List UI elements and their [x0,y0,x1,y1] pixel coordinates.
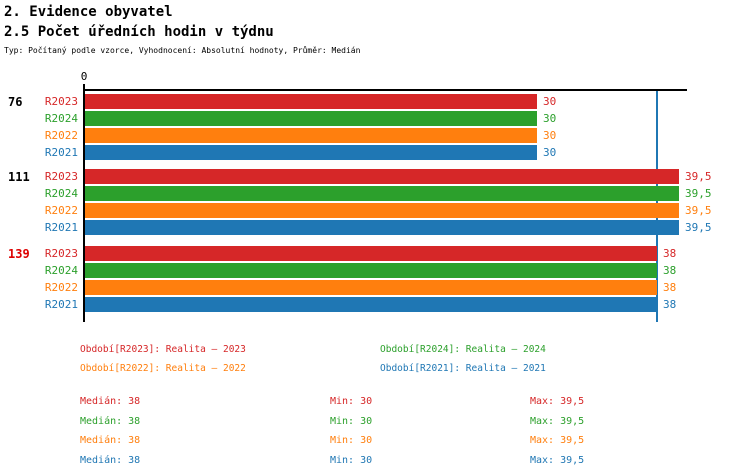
legend-item-r2021: Období[R2021]: Realita – 2021 [380,363,546,374]
bar [85,280,657,295]
bar-value-label: 30 [543,112,557,125]
stat-min: Min: 30 [330,455,373,466]
legend-item-r2022: Období[R2022]: Realita – 2022 [80,363,246,374]
stat-min: Min: 30 [330,396,373,407]
bar-series-label: R2023 [44,247,78,260]
bar-series-label: R2023 [44,95,78,108]
stat-median: Medián: 38 [80,396,141,407]
bar [85,246,657,261]
bar [85,111,537,126]
bar-value-label: 39,5 [685,187,712,200]
stat-max: Max: 39,5 [530,435,585,446]
bar-value-label: 39,5 [685,221,712,234]
group-label: 139 [8,247,30,261]
bar-series-label: R2024 [44,112,78,125]
bar [85,145,537,160]
bar-series-label: R2021 [44,146,78,159]
bar-value-label: 38 [663,281,677,294]
bar-value-label: 39,5 [685,204,712,217]
stat-median: Medián: 38 [80,455,141,466]
bar-value-label: 30 [543,95,557,108]
stat-median: Medián: 38 [80,435,141,446]
bar-series-label: R2022 [44,204,78,217]
report-section-title: 2. Evidence obyvatel [4,4,173,20]
bar-value-label: 38 [663,298,677,311]
stat-min: Min: 30 [330,435,373,446]
bar [85,128,537,143]
bar-series-label: R2021 [44,221,78,234]
y-axis-line [83,84,85,322]
bar-value-label: 30 [543,129,557,142]
stat-median: Medián: 38 [80,416,141,427]
group-label: 76 [8,95,23,109]
bar [85,297,657,312]
bar-series-label: R2024 [44,187,78,200]
x-axis-line [83,89,687,91]
bar [85,186,679,201]
bar-series-label: R2023 [44,170,78,183]
stat-max: Max: 39,5 [530,396,585,407]
bar-series-label: R2021 [44,298,78,311]
chart-meta-line: Typ: Počítaný podle vzorce, Vyhodnocení:… [4,46,361,55]
bar [85,220,679,235]
bar-value-label: 38 [663,247,677,260]
bar-series-label: R2024 [44,264,78,277]
bar-value-label: 30 [543,146,557,159]
axis-zero-tick-label: 0 [80,70,88,83]
bar [85,169,679,184]
bar-value-label: 39,5 [685,170,712,183]
bar-value-label: 38 [663,264,677,277]
stat-max: Max: 39,5 [530,416,585,427]
stat-min: Min: 30 [330,416,373,427]
legend-item-r2023: Období[R2023]: Realita – 2023 [80,344,246,355]
stat-max: Max: 39,5 [530,455,585,466]
bar [85,94,537,109]
group-label: 111 [8,170,30,184]
bar-series-label: R2022 [44,129,78,142]
bar-series-label: R2022 [44,281,78,294]
bar [85,203,679,218]
bar [85,263,657,278]
legend-item-r2024: Období[R2024]: Realita – 2024 [380,344,546,355]
chart-title: 2.5 Počet úředních hodin v týdnu [4,24,274,40]
